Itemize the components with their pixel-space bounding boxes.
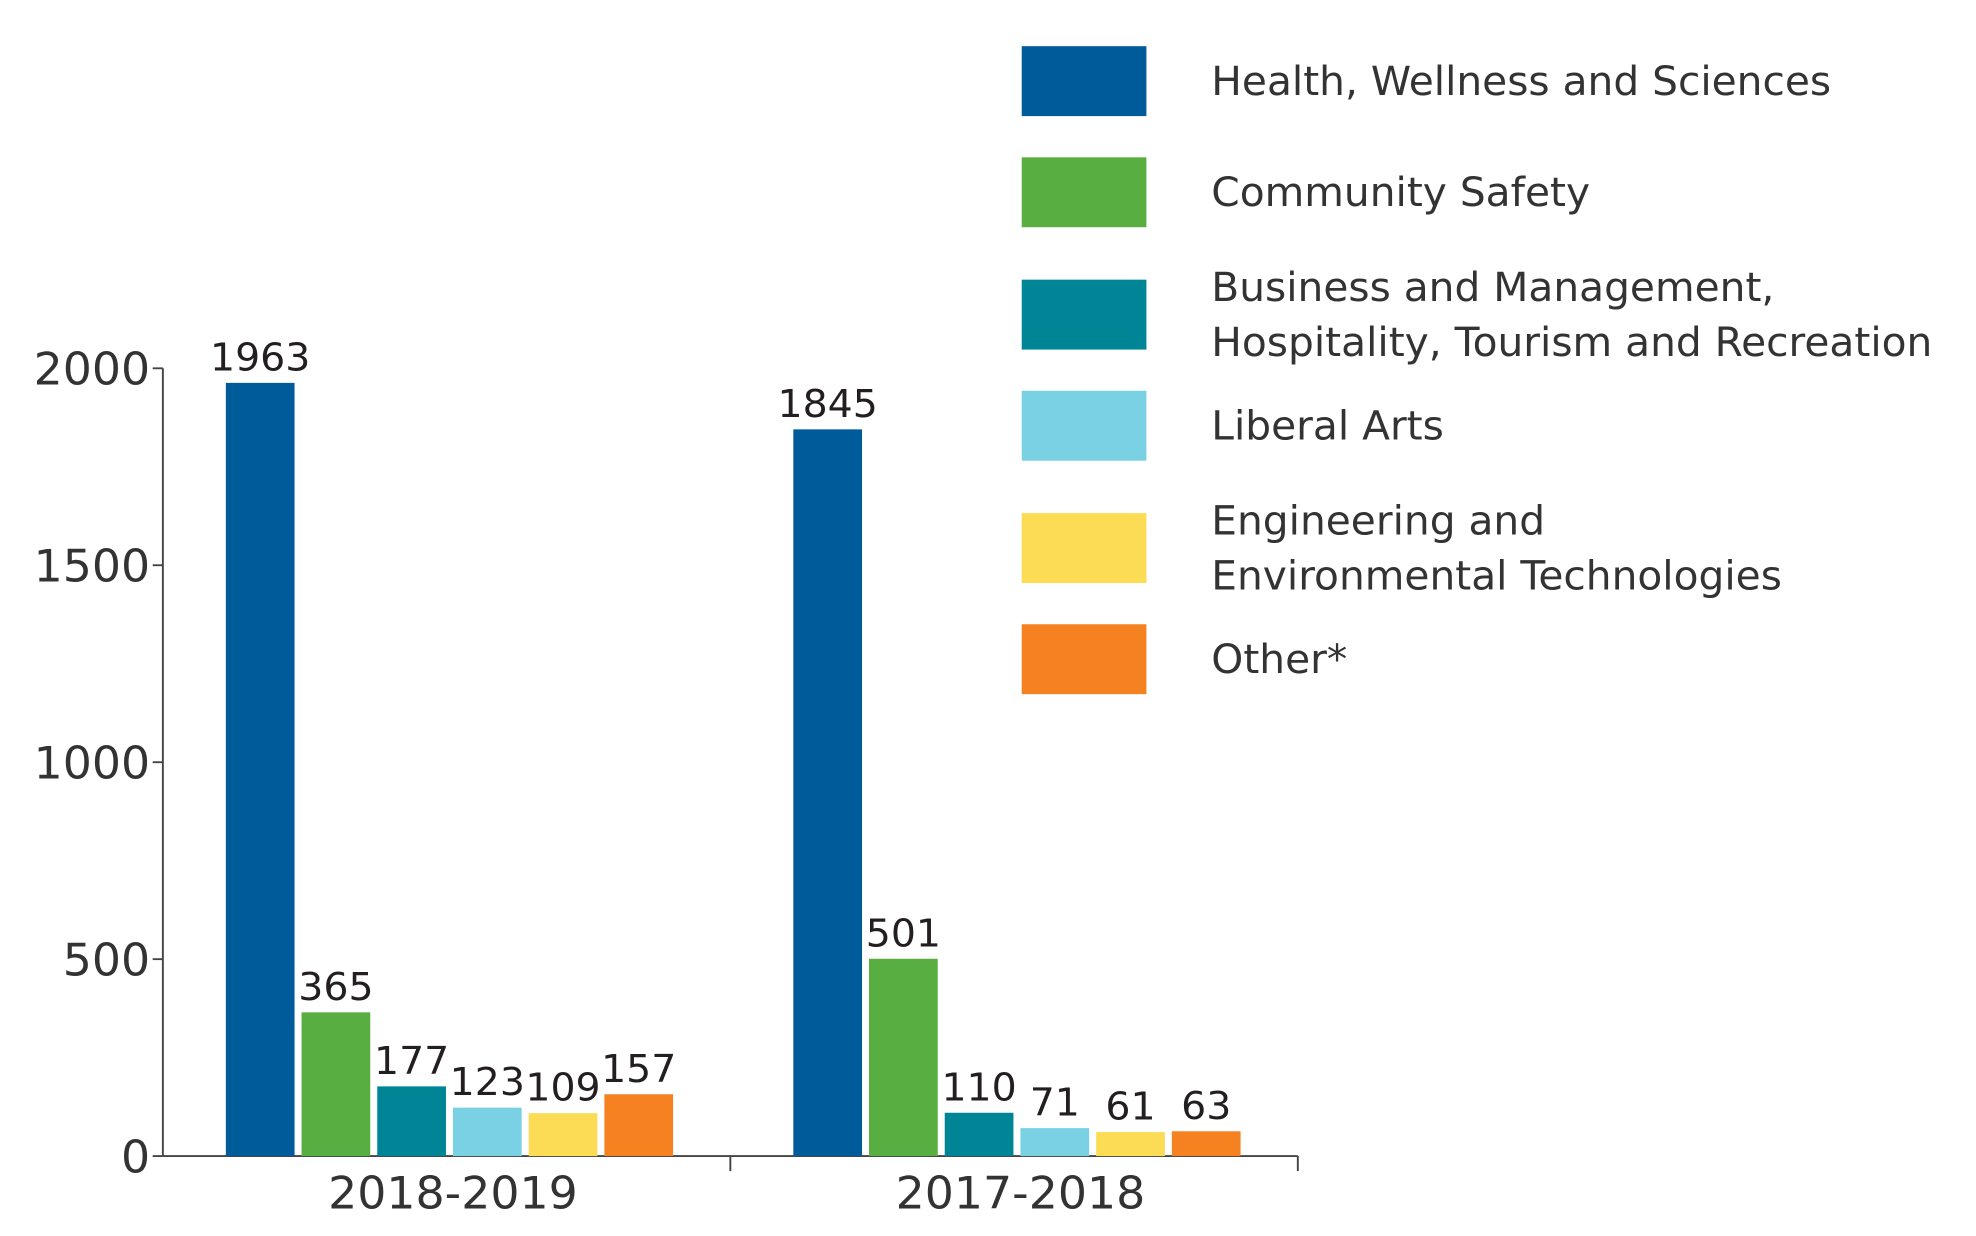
y-tick-label: 2000	[34, 343, 151, 395]
x-tick-label: 2018-2019	[328, 1167, 578, 1219]
legend-label-line: Engineering and	[1211, 498, 1545, 545]
value-label: 501	[866, 912, 941, 957]
value-label: 110	[941, 1066, 1016, 1111]
bar	[452, 1107, 522, 1157]
value-label: 177	[374, 1039, 449, 1084]
value-label: 1963	[210, 336, 310, 381]
legend-label-line: Liberal Arts	[1211, 403, 1444, 450]
value-label: 61	[1105, 1085, 1155, 1130]
value-label: 123	[450, 1060, 525, 1105]
legend-label: Liberal Arts	[1211, 403, 1444, 450]
value-label: 157	[601, 1047, 676, 1092]
legend-swatch	[1021, 513, 1147, 584]
value-label: 365	[298, 965, 373, 1010]
value-label: 71	[1030, 1081, 1080, 1126]
bar	[944, 1112, 1014, 1157]
legend-swatch	[1021, 390, 1147, 461]
legend-label: Business and Management, Hospitality, Tou…	[1211, 264, 1932, 365]
legend-label: Other*	[1211, 636, 1347, 683]
y-tick-label: 0	[121, 1131, 150, 1183]
legend-label-line: Environmental Technologies	[1211, 553, 1782, 600]
legend-label: Engineering and Environmental Technologie…	[1211, 498, 1782, 599]
bar	[377, 1086, 446, 1157]
legend-swatch	[1021, 279, 1147, 350]
bar	[869, 958, 938, 1157]
y-tick-label: 1500	[34, 540, 151, 592]
legend-label-line: Business and Management,	[1211, 264, 1774, 311]
bar	[793, 429, 863, 1157]
value-label: 63	[1181, 1084, 1231, 1129]
bar	[225, 382, 295, 1157]
bar	[301, 1012, 371, 1157]
legend-swatch	[1021, 624, 1147, 695]
legend-label-line: Hospitality, Tourism and Recreation	[1211, 319, 1932, 366]
x-tick-label: 2017-2018	[896, 1167, 1146, 1219]
y-tick-label: 1000	[34, 737, 151, 789]
legend-swatch	[1021, 46, 1147, 117]
bar	[604, 1094, 674, 1157]
legend-label: Community Safety	[1211, 169, 1590, 216]
value-label: 109	[525, 1066, 600, 1111]
bar	[528, 1113, 598, 1157]
legend-label-line: Community Safety	[1211, 169, 1590, 216]
legend-label-line: Health, Wellness and Sciences	[1211, 58, 1831, 105]
legend-label-line: Other*	[1211, 636, 1347, 683]
bar	[1096, 1132, 1165, 1157]
y-tick-label: 500	[63, 934, 150, 986]
bar	[1171, 1131, 1241, 1157]
legend-label: Health, Wellness and Sciences	[1211, 58, 1831, 105]
bar	[1020, 1128, 1090, 1157]
value-label: 1845	[778, 382, 878, 427]
legend-swatch	[1021, 157, 1147, 228]
